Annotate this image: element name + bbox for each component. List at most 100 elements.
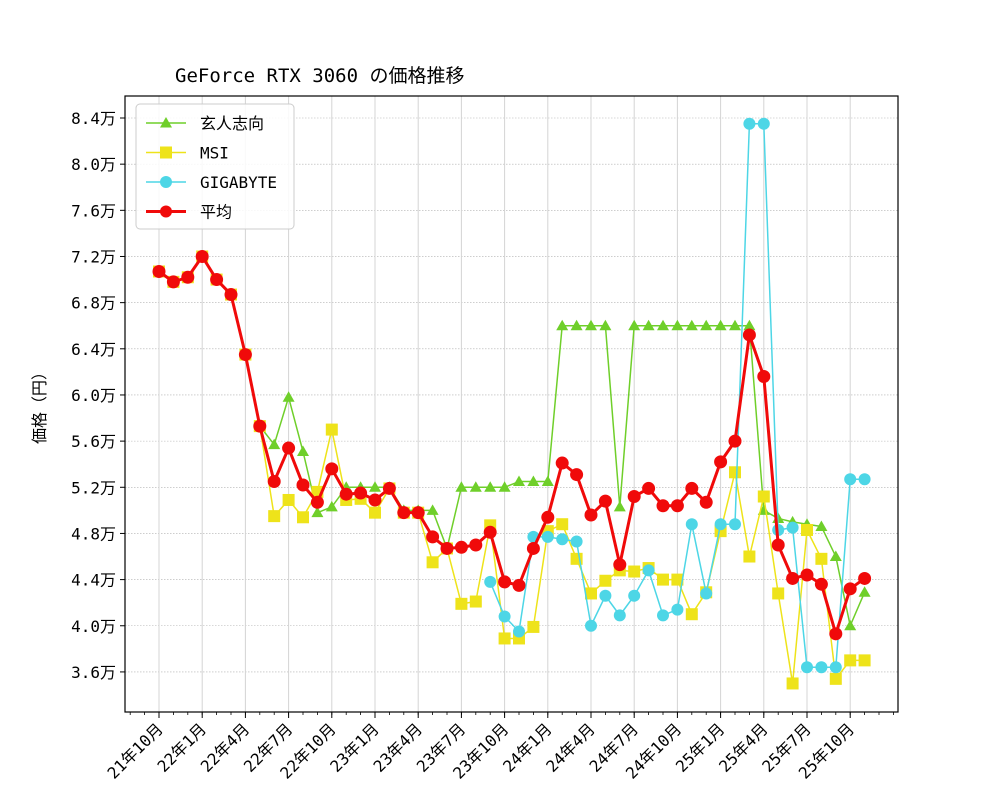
data-point xyxy=(268,510,281,523)
x-axis: 21年10月22年1月22年4月22年7月22年10月23年1月23年4月23年… xyxy=(104,712,894,783)
data-point xyxy=(699,495,713,509)
data-point xyxy=(729,319,741,331)
data-point xyxy=(729,518,741,531)
data-point xyxy=(613,558,627,572)
y-tick-label: 3.6万 xyxy=(71,663,116,682)
data-point xyxy=(801,661,813,674)
data-point xyxy=(282,493,295,506)
y-axis: 3.6万 4.0万 4.4万 4.8万 5.2万 5.6万 6.0万 6.4万 6.8万 7.2万… xyxy=(71,109,125,682)
data-point xyxy=(743,319,756,331)
data-point xyxy=(541,475,554,487)
data-point xyxy=(598,494,612,508)
data-point xyxy=(670,499,684,513)
data-point xyxy=(714,455,728,469)
data-point xyxy=(527,620,540,633)
legend-label: MSI xyxy=(200,144,229,163)
data-point xyxy=(454,540,468,554)
y-tick-label: 4.4万 xyxy=(71,571,116,590)
data-point xyxy=(829,550,842,562)
y-tick-label: 8.4万 xyxy=(71,109,116,128)
data-point xyxy=(570,319,583,331)
data-point xyxy=(325,500,338,512)
data-point xyxy=(671,319,684,331)
data-point xyxy=(556,518,569,531)
data-point xyxy=(354,486,368,500)
legend-marker xyxy=(160,205,172,218)
data-point xyxy=(829,661,842,674)
data-point xyxy=(815,552,828,565)
y-tick-label: 8.0万 xyxy=(71,155,116,174)
data-point xyxy=(800,568,814,582)
data-point xyxy=(671,603,684,616)
data-point xyxy=(685,608,698,621)
chart-title: GeForce RTX 3060 の価格推移 xyxy=(175,65,464,87)
data-point xyxy=(556,319,569,331)
legend: 玄人志向 MSI GIGABYTE 平均 xyxy=(135,103,295,230)
data-point xyxy=(297,445,309,457)
data-point xyxy=(627,490,641,504)
data-point xyxy=(469,538,483,552)
data-point xyxy=(671,573,684,586)
data-point xyxy=(498,575,512,589)
data-point xyxy=(282,391,295,402)
data-point xyxy=(599,574,612,587)
data-point xyxy=(685,481,699,495)
y-tick-label: 5.6万 xyxy=(71,432,116,451)
data-point xyxy=(325,462,339,476)
data-point xyxy=(296,478,310,492)
data-point xyxy=(844,654,857,667)
data-point xyxy=(369,506,381,519)
data-point xyxy=(498,481,511,492)
series-layer xyxy=(152,117,872,690)
data-point xyxy=(224,288,238,302)
data-point xyxy=(814,577,828,591)
data-point xyxy=(656,499,670,513)
data-point xyxy=(267,475,281,489)
data-point xyxy=(642,481,656,495)
data-point xyxy=(599,319,612,331)
data-point xyxy=(397,506,411,520)
data-point xyxy=(757,369,771,383)
data-point xyxy=(469,481,482,492)
data-point xyxy=(253,419,267,433)
data-point xyxy=(729,466,741,479)
data-point xyxy=(526,541,540,555)
data-point xyxy=(815,520,828,532)
data-point xyxy=(844,473,857,486)
data-point xyxy=(628,319,641,331)
data-point xyxy=(527,475,540,487)
data-point xyxy=(484,481,497,492)
data-point xyxy=(455,481,468,492)
data-point xyxy=(570,468,584,482)
data-point xyxy=(613,500,626,512)
data-point xyxy=(858,586,871,597)
data-point xyxy=(786,677,799,690)
data-point xyxy=(310,495,324,509)
data-point xyxy=(181,270,195,284)
legend-label: GIGABYTE xyxy=(200,173,277,192)
data-point xyxy=(166,275,180,289)
data-point xyxy=(585,319,597,331)
data-point xyxy=(657,573,669,586)
data-point xyxy=(513,475,525,487)
data-point xyxy=(498,632,511,645)
y-tick-label: 7.6万 xyxy=(71,201,116,220)
data-point xyxy=(657,319,669,331)
data-point xyxy=(585,619,597,632)
data-point xyxy=(570,535,583,548)
data-point xyxy=(628,589,641,602)
data-point xyxy=(685,518,698,531)
data-point xyxy=(815,661,828,674)
data-point xyxy=(238,348,252,362)
data-point xyxy=(512,578,526,592)
data-point xyxy=(339,487,353,501)
data-point xyxy=(513,625,525,638)
data-point xyxy=(268,438,281,450)
data-point xyxy=(483,525,497,539)
data-point xyxy=(613,609,626,622)
data-point xyxy=(311,506,324,518)
data-point xyxy=(426,556,439,569)
data-point xyxy=(843,582,857,596)
legend-label: 平均 xyxy=(200,203,232,222)
data-point xyxy=(426,530,440,544)
